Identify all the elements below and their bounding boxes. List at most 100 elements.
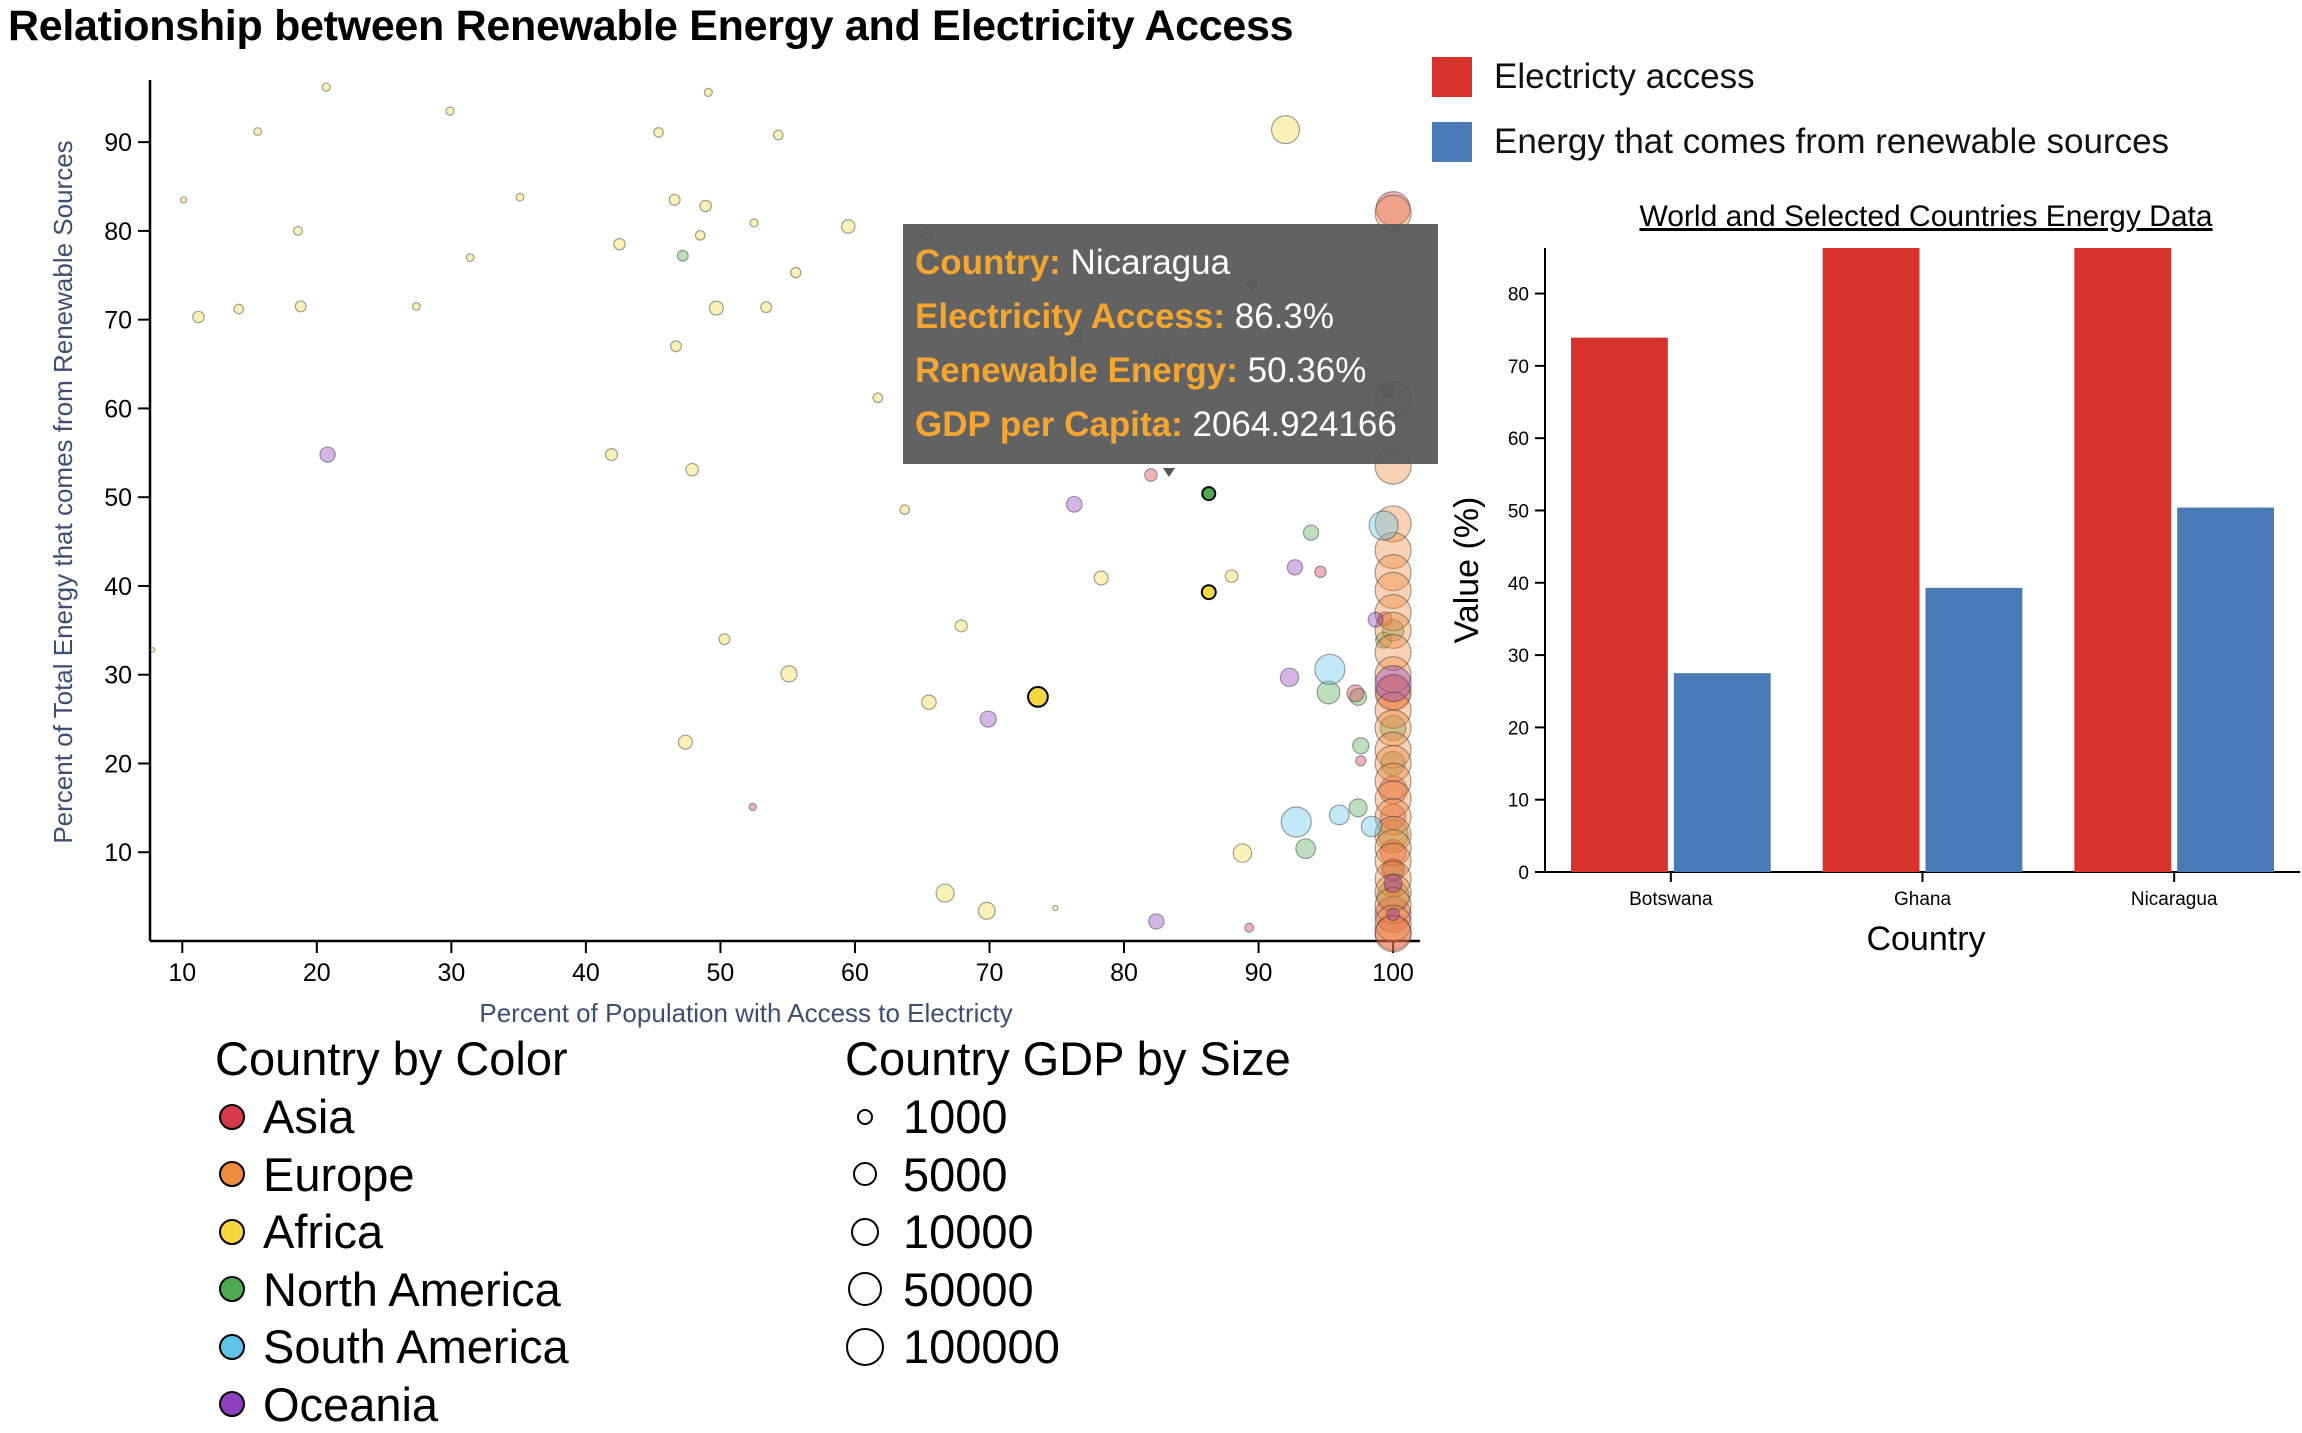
scatter-point[interactable] (791, 268, 801, 278)
scatter-point[interactable] (678, 735, 692, 749)
scatter-point[interactable] (654, 128, 664, 138)
scatter-point[interactable] (1145, 469, 1157, 481)
scatter-point[interactable] (181, 197, 187, 203)
scatter-point[interactable] (446, 107, 454, 115)
scatter-point[interactable] (1225, 570, 1237, 582)
scatter-point[interactable] (873, 393, 883, 403)
scatter-point[interactable] (936, 884, 954, 902)
scatter-point[interactable] (704, 88, 712, 96)
scatter-point[interactable] (1369, 511, 1398, 540)
color-legend-item-asia[interactable]: Asia (215, 1088, 569, 1146)
scatter-point[interactable] (295, 301, 306, 312)
scatter-point[interactable] (516, 193, 524, 201)
bar-electricity[interactable] (2074, 248, 2171, 872)
legend-item-electricity: Electricty access (1432, 44, 2169, 109)
scatter-point[interactable] (193, 311, 204, 322)
scatter-point[interactable] (700, 200, 711, 211)
legend-dot-icon (219, 1219, 245, 1245)
size-legend-label: 10000 (903, 1204, 1034, 1259)
x-tick-label: 20 (303, 959, 331, 987)
color-legend-item-oceania[interactable]: Oceania (215, 1376, 569, 1433)
color-legend-item-south-america[interactable]: South America (215, 1318, 569, 1376)
bar-renewable[interactable] (1926, 588, 2023, 872)
scatter-point[interactable] (150, 648, 154, 652)
scatter-point[interactable] (1349, 799, 1367, 817)
size-legend-title: Country GDP by Size (845, 1030, 1291, 1088)
scatter-point[interactable] (1272, 116, 1300, 144)
scatter-point-selected[interactable] (1202, 585, 1216, 599)
scatter-point[interactable] (320, 447, 335, 462)
scatter-point[interactable] (955, 620, 967, 632)
scatter-point[interactable] (781, 666, 797, 682)
scatter-point[interactable] (413, 303, 421, 311)
scatter-point[interactable] (1296, 839, 1316, 859)
size-legend-item-5000: 5000 (845, 1146, 1291, 1204)
y-tick-label: 60 (104, 395, 132, 423)
bar-y-tick-label: 10 (1508, 791, 1529, 812)
scatter-point[interactable] (1245, 923, 1254, 932)
scatter-point[interactable] (750, 219, 758, 227)
scatter-point[interactable] (1149, 914, 1164, 929)
legend-label-renewable: Energy that comes from renewable sources (1494, 122, 2169, 162)
scatter-point[interactable] (695, 231, 705, 241)
scatter-point[interactable] (1315, 654, 1345, 684)
scatter-point[interactable] (686, 463, 698, 475)
scatter-point[interactable] (1347, 685, 1364, 702)
scatter-point[interactable] (709, 301, 723, 315)
scatter-point[interactable] (1315, 566, 1326, 577)
color-legend-item-africa[interactable]: Africa (215, 1203, 569, 1261)
scatter-point[interactable] (749, 803, 756, 810)
scatter-point[interactable] (671, 341, 682, 352)
scatter-point[interactable] (922, 695, 936, 709)
color-legend-item-north-america[interactable]: North America (215, 1261, 569, 1319)
color-legend-label: Oceania (263, 1377, 438, 1432)
scatter-point[interactable] (605, 449, 617, 461)
scatter-point[interactable] (466, 254, 474, 262)
scatter-point[interactable] (980, 711, 996, 727)
legend-dot-icon (219, 1391, 245, 1417)
scatter-point[interactable] (254, 128, 262, 136)
size-ring-icon (848, 1272, 882, 1306)
scatter-point[interactable] (1053, 906, 1058, 911)
scatter-point[interactable] (1361, 816, 1381, 836)
scatter-point[interactable] (1066, 496, 1082, 512)
bar-electricity[interactable] (1571, 338, 1668, 872)
scatter-point[interactable] (669, 194, 680, 205)
scatter-point[interactable] (1329, 805, 1349, 825)
scatter-point[interactable] (1287, 560, 1302, 575)
bar-renewable[interactable] (1674, 673, 1771, 872)
bar-category-label: Ghana (1894, 889, 1951, 910)
scatter-point[interactable] (294, 226, 303, 235)
size-ring-icon (851, 1218, 879, 1246)
scatter-point[interactable] (677, 250, 688, 261)
scatter-point[interactable] (322, 83, 330, 91)
y-tick-label: 90 (104, 129, 132, 157)
scatter-point[interactable] (1356, 756, 1366, 766)
scatter-point[interactable] (774, 130, 784, 140)
scatter-point[interactable] (900, 505, 910, 515)
legend-dot-icon (219, 1104, 245, 1130)
scatter-point[interactable] (1387, 908, 1399, 920)
size-legend: Country GDP by Size 1000 5000 10000 5000… (845, 1030, 1291, 1376)
scatter-point[interactable] (1303, 525, 1318, 540)
scatter-point-selected[interactable] (1202, 487, 1215, 500)
scatter-point[interactable] (1094, 571, 1108, 585)
scatter-point[interactable] (719, 634, 730, 645)
tooltip-electricity-row: Electricity Access: 86.3% (915, 290, 1438, 344)
bar-chart-title: World and Selected Countries Energy Data (1639, 200, 2212, 233)
bar-electricity[interactable] (1823, 248, 1920, 872)
scatter-point[interactable] (1368, 612, 1383, 627)
scatter-point[interactable] (761, 302, 772, 313)
scatter-point[interactable] (1233, 844, 1251, 862)
scatter-point[interactable] (841, 220, 854, 233)
bar-renewable[interactable] (2177, 508, 2274, 872)
scatter-point[interactable] (1353, 738, 1369, 754)
scatter-point[interactable] (234, 304, 244, 314)
color-legend-item-europe[interactable]: Europe (215, 1146, 569, 1204)
legend-dot-icon (219, 1334, 245, 1360)
scatter-point-selected[interactable] (1028, 687, 1048, 707)
scatter-point[interactable] (1281, 807, 1311, 837)
scatter-point[interactable] (978, 902, 995, 919)
scatter-point[interactable] (1280, 668, 1298, 686)
scatter-point[interactable] (614, 239, 625, 250)
